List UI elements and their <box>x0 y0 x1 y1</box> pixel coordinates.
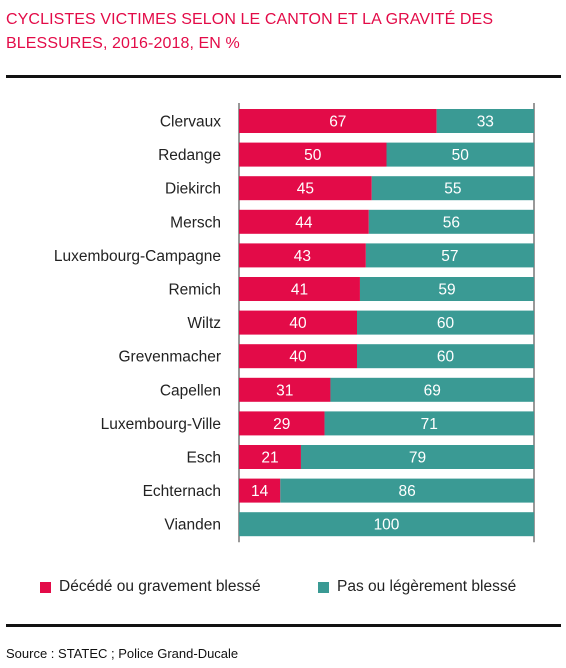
data-label: 67 <box>329 114 346 131</box>
data-label: 56 <box>443 214 460 231</box>
category-label: Remich <box>168 282 221 299</box>
category-label: Luxembourg-Campagne <box>54 248 221 265</box>
data-label: 100 <box>374 517 400 534</box>
data-label: 86 <box>399 483 416 500</box>
legend-swatch-primary <box>40 581 51 593</box>
legend-item-primary: Décédé ou gravement blessé <box>40 578 261 596</box>
data-label: 14 <box>251 483 269 500</box>
data-label: 43 <box>294 248 311 265</box>
category-label: Echternach <box>143 483 221 500</box>
legend-label-secondary: Pas ou légèrement blessé <box>337 578 517 595</box>
legend-label-primary: Décédé ou gravement blessé <box>59 578 261 595</box>
category-label: Luxembourg-Ville <box>101 416 221 433</box>
data-label: 60 <box>437 349 455 366</box>
bar-segment <box>239 209 369 234</box>
category-label: Mersch <box>170 214 221 231</box>
bar-segment <box>368 209 534 234</box>
data-label: 55 <box>444 181 461 198</box>
stacked-bar-chart: Clervaux 67 33 Redange 50 50 Diekirch 45 55 Mersc… <box>54 103 535 543</box>
bar-segment <box>239 176 372 201</box>
bar-segment <box>330 377 534 402</box>
data-label: 50 <box>304 147 322 164</box>
bar-segment <box>324 411 534 436</box>
bar-segment <box>300 445 534 469</box>
data-label: 60 <box>437 315 455 332</box>
data-label: 50 <box>452 147 470 164</box>
bar-segment <box>239 310 357 335</box>
bar-segment <box>239 142 387 167</box>
data-label: 71 <box>421 416 438 433</box>
data-label: 40 <box>289 315 307 332</box>
category-label: Vianden <box>164 517 221 534</box>
top-divider <box>6 75 561 78</box>
source-note: Source : STATEC ; Police Grand-Ducale <box>6 646 239 661</box>
bottom-divider <box>6 624 561 627</box>
data-label: 45 <box>297 181 314 198</box>
category-label: Diekirch <box>165 181 221 198</box>
bar-segment <box>357 344 534 369</box>
bar-segment <box>239 344 357 369</box>
data-label: 44 <box>295 214 313 231</box>
data-label: 59 <box>438 282 455 299</box>
data-label: 29 <box>273 416 290 433</box>
category-label: Esch <box>187 450 221 467</box>
data-label: 40 <box>289 349 307 366</box>
bar-segment <box>436 109 534 133</box>
data-label: 33 <box>477 114 494 131</box>
bar-segment <box>239 377 331 402</box>
bar-segment <box>280 478 534 503</box>
data-label: 31 <box>276 382 293 399</box>
bar-segment <box>239 411 325 436</box>
chart-legend: Décédé ou gravement blessé Pas ou légère… <box>0 578 566 600</box>
category-label: Wiltz <box>187 315 221 332</box>
bar-segment <box>239 478 281 503</box>
bar-segment <box>371 176 534 201</box>
legend-swatch-secondary <box>318 581 329 593</box>
bar-segment <box>365 243 534 268</box>
bar-segment <box>239 243 366 268</box>
bar-segment <box>359 277 534 301</box>
bar-segment <box>357 310 534 335</box>
category-label: Grevenmacher <box>118 349 221 366</box>
category-label: Redange <box>158 147 221 164</box>
data-label: 41 <box>291 282 308 299</box>
data-label: 57 <box>441 248 458 265</box>
bar-segment <box>239 109 437 133</box>
data-label: 79 <box>409 450 426 467</box>
legend-item-secondary: Pas ou légèrement blessé <box>318 578 516 596</box>
bar-segment <box>239 512 534 537</box>
bar-segment <box>239 277 360 301</box>
data-label: 21 <box>261 450 278 467</box>
data-label: 69 <box>424 382 441 399</box>
category-label: Clervaux <box>160 114 221 131</box>
chart-title: CYCLISTES VICTIMES SELON LE CANTON ET LA… <box>6 11 494 52</box>
bar-segment <box>386 142 534 167</box>
bar-segment <box>239 445 301 469</box>
category-label: Capellen <box>160 382 221 399</box>
